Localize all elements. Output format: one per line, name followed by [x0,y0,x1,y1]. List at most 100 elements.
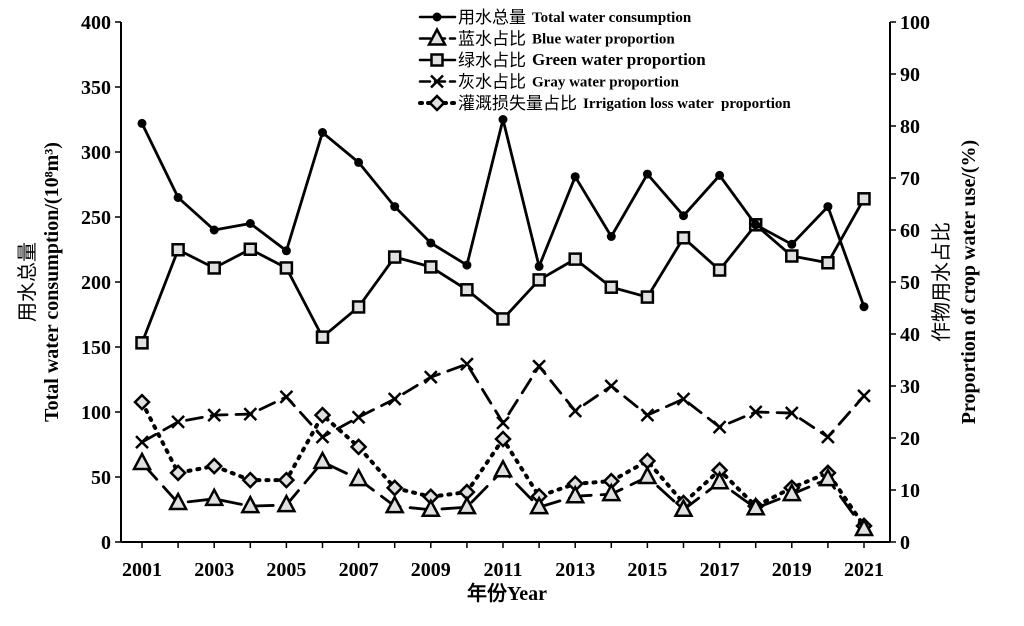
data-point [245,219,255,228]
data-point [676,392,691,406]
data-point [460,357,474,372]
y-right-tick-label: 0 [900,532,910,554]
data-point [640,408,655,423]
data-point [315,430,330,444]
x-tick-label: 2017 [700,559,740,581]
data-point [640,290,655,304]
legend-item: 用水总量 Total water consumption [418,8,692,27]
legend-item: 蓝水占比 Blue water proportion [418,26,675,49]
data-point [277,471,296,489]
data-point [207,408,222,423]
legend-item: 灌溉损失量占比 Irrigation loss water proportion [418,94,791,113]
x-tick-label: 2005 [266,559,306,581]
y-right-tick-label: 10 [900,480,920,502]
data-point [315,330,330,344]
data-point [857,192,871,206]
data-point [205,457,223,475]
data-point [712,263,727,277]
y-right-label-en: Proportion of crop water use/(%) [958,140,980,424]
y-left-tick-label: 150 [81,337,111,359]
data-point [532,359,546,374]
y-right-tick-label: 60 [900,220,920,242]
x-tick-label: 2019 [772,559,812,581]
y-left-tick-label: 200 [81,272,111,294]
data-point [492,458,514,478]
x-tick-label: 2009 [411,559,451,581]
data-point [420,498,441,518]
series-layer [131,115,875,537]
legend-label-en: Total water consumption [532,10,692,26]
y-right-tick-label: 90 [900,64,920,86]
data-point [171,243,185,257]
series-total-water-consumption [137,115,869,312]
data-point [534,261,544,271]
data-point [173,193,183,202]
data-point [496,416,510,430]
data-point [351,300,366,314]
data-point [209,225,219,235]
legend-marker [430,74,444,89]
x-tick-label: 2021 [844,559,884,581]
data-point [133,393,151,411]
data-point [168,491,189,511]
legend: 用水总量 Total water consumption 蓝水占比 Blue wate… [418,8,791,113]
legend-label-cn: 灌溉损失量占比 [458,94,577,113]
data-point [496,312,510,326]
y-left-label-cn: 用水总量 [16,242,39,322]
data-point [604,379,619,393]
data-point [565,484,586,504]
legend-label-en: Gray water proportion [532,75,680,91]
data-point [204,487,225,507]
legend-marker [432,12,442,22]
series-green-water-proportion [135,192,871,350]
y-right-tick-label: 100 [900,12,930,34]
data-point [207,261,221,275]
data-point [601,482,622,502]
data-point [529,495,550,515]
legend-label-cn: 用水总量 [458,8,526,27]
data-point [673,498,694,518]
data-point [568,404,583,418]
legend-label-cn: 绿水占比 [458,51,526,70]
data-point [817,467,838,487]
data-point [354,157,364,167]
data-point [135,336,149,350]
legend-label-en: Green water proportion [532,50,706,69]
axes: 0 50 100 150 200 250 300 350 400 0 10 20 30 40 50 60 70 8… [81,12,930,581]
data-point [712,420,727,434]
data-point [384,494,405,514]
data-point [460,283,474,297]
data-point [745,496,766,516]
data-point [169,464,187,482]
data-point [751,220,761,230]
series-gray-water-proportion [135,357,871,450]
x-tick-label: 2015 [627,559,667,581]
data-point [821,256,835,270]
legend-label-en: Blue water proportion [532,32,675,48]
data-point [570,172,580,182]
data-point [387,250,402,264]
data-point [349,438,368,456]
data-point [857,388,871,403]
y-right-tick-label: 70 [900,168,920,190]
series-blue-water-proportion [131,450,875,537]
data-point [424,260,438,274]
x-axis-label: 年份Year [467,581,547,605]
data-point [676,231,691,245]
x-tick-label: 2011 [484,559,523,581]
data-point [494,430,512,448]
data-point [853,517,875,537]
data-point [243,242,258,256]
data-point [313,406,332,424]
data-point [135,435,149,450]
x-tick-label: 2007 [339,559,379,581]
data-point [240,494,261,514]
data-point [498,115,508,124]
y-left-tick-label: 250 [81,207,111,229]
y-right-tick-label: 50 [900,272,920,294]
data-point [859,302,869,312]
data-point [423,370,438,385]
data-point [823,202,833,212]
y-right-tick-label: 40 [900,324,920,346]
